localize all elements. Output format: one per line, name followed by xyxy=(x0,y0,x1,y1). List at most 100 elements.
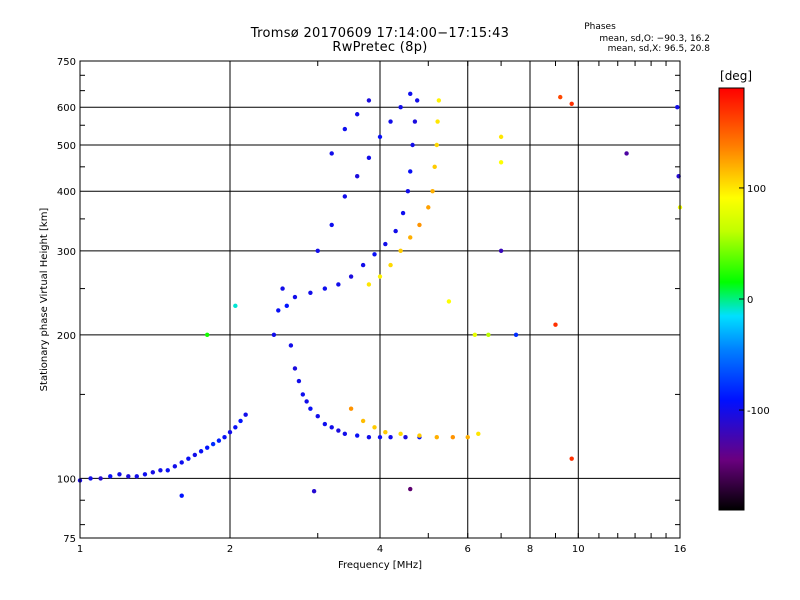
data-point xyxy=(465,435,470,440)
data-point xyxy=(372,252,377,257)
data-point xyxy=(315,248,320,254)
data-point xyxy=(408,169,413,174)
data-point xyxy=(553,322,558,327)
x-tick-label: 16 xyxy=(674,544,687,555)
data-point xyxy=(165,468,170,473)
data-point xyxy=(322,421,328,427)
y-tick-label: 300 xyxy=(57,247,76,258)
data-point xyxy=(179,493,184,498)
stats-o-mode: mean, sd,O: −90.3, 16.2 xyxy=(599,34,710,44)
data-point xyxy=(288,343,294,348)
data-point xyxy=(342,194,348,199)
data-point xyxy=(434,435,439,440)
y-tick-label: 400 xyxy=(57,187,76,198)
plot-border xyxy=(79,60,681,539)
data-point xyxy=(179,460,184,465)
data-point xyxy=(243,412,248,417)
x-axis-ticks: 1 2 4 6 8 10 16 xyxy=(77,544,687,555)
data-point xyxy=(108,474,113,479)
data-point xyxy=(513,332,519,338)
chart-title: Tromsø 20170609 17:14:00−17:15:43 xyxy=(250,26,510,41)
data-point xyxy=(405,189,411,194)
x-tick-label: 8 xyxy=(527,544,533,555)
data-point xyxy=(158,468,163,473)
data-point xyxy=(377,134,383,140)
data-point xyxy=(222,435,227,440)
data-point xyxy=(172,464,178,469)
x-tick-label: 6 xyxy=(465,544,471,555)
data-point xyxy=(432,164,437,170)
y-axis-label: Stationary phase Virtual Height [km] xyxy=(39,208,50,392)
data-point xyxy=(400,210,406,216)
data-point xyxy=(388,262,393,268)
colorbar-tick-label: 0 xyxy=(747,295,753,306)
data-point xyxy=(204,332,210,338)
data-point xyxy=(450,435,456,440)
colorbar-label-text: deg xyxy=(724,69,748,83)
colorbar-tick-label: -100 xyxy=(747,406,770,417)
data-point xyxy=(142,472,148,477)
data-point xyxy=(558,94,563,100)
data-point xyxy=(372,425,377,430)
data-point xyxy=(348,274,354,279)
data-point xyxy=(393,228,398,234)
data-point xyxy=(434,142,439,148)
data-point xyxy=(342,431,348,437)
data-point xyxy=(388,119,393,124)
data-point xyxy=(304,399,309,404)
stats-x-mode: mean, sd,X: 96.5, 20.8 xyxy=(607,44,710,54)
data-point xyxy=(117,472,122,477)
data-point xyxy=(366,155,372,161)
data-point xyxy=(569,456,574,461)
data-point xyxy=(296,378,302,384)
data-point xyxy=(198,449,204,454)
data-point xyxy=(675,105,680,110)
data-point xyxy=(98,476,103,481)
data-point xyxy=(398,105,403,110)
data-point xyxy=(414,98,420,103)
data-point xyxy=(276,308,281,313)
y-tick-label: 600 xyxy=(57,103,76,114)
data-point xyxy=(366,98,372,103)
data-point xyxy=(383,429,388,435)
data-point xyxy=(498,134,504,140)
x-tick-label: 10 xyxy=(572,544,585,555)
data-point xyxy=(398,248,403,254)
data-point xyxy=(446,299,452,304)
data-point xyxy=(150,470,156,475)
colorbar-ticks: 100 0 -100 xyxy=(739,184,770,417)
data-point xyxy=(383,241,388,247)
data-point xyxy=(280,286,285,291)
data-point xyxy=(436,98,442,103)
data-point xyxy=(300,392,306,397)
data-point xyxy=(292,366,298,371)
data-point xyxy=(271,332,277,338)
data-point xyxy=(377,274,383,279)
data-point xyxy=(417,222,422,228)
colorbar-tick-label: 100 xyxy=(747,184,766,195)
data-point xyxy=(472,332,478,338)
data-point xyxy=(486,332,491,338)
data-point xyxy=(336,428,341,433)
data-point xyxy=(204,445,210,450)
data-point xyxy=(354,112,360,117)
data-point xyxy=(216,438,222,443)
colorbar-label: [deg] xyxy=(720,69,752,83)
data-point xyxy=(412,119,418,124)
x-axis-label: Frequency [MHz] xyxy=(338,560,422,571)
data-point xyxy=(417,433,422,438)
data-point xyxy=(569,101,574,107)
data-point xyxy=(315,414,320,419)
data-point xyxy=(88,476,93,481)
data-point xyxy=(360,418,366,424)
data-point xyxy=(134,474,139,479)
data-point xyxy=(308,290,313,295)
y-tick-label: 100 xyxy=(57,474,76,485)
data-point xyxy=(311,489,317,494)
data-point xyxy=(624,151,629,156)
data-point xyxy=(498,248,504,254)
x-tick-label: 1 xyxy=(77,544,83,555)
data-point xyxy=(238,418,243,424)
data-point xyxy=(426,205,431,210)
data-point xyxy=(322,286,328,291)
